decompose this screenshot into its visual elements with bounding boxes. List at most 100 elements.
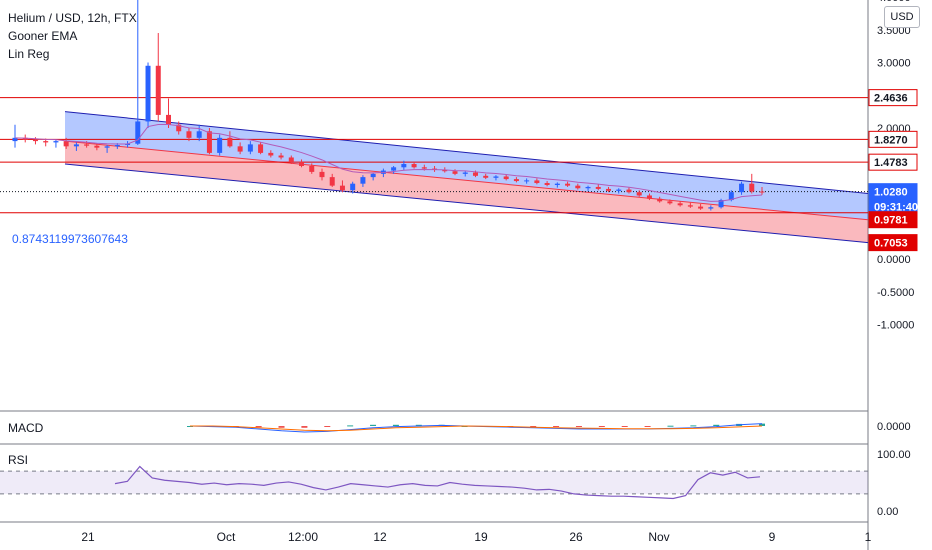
- candle-body: [73, 144, 79, 147]
- macd-histogram-bar: [347, 425, 354, 427]
- price-tag: [868, 211, 918, 229]
- candle-body: [258, 144, 264, 153]
- price-tag-label: 0.9781: [874, 215, 908, 227]
- price-tag-label: 0.7053: [874, 238, 908, 250]
- macd-histogram-bar: [324, 426, 331, 427]
- candle-body: [503, 176, 509, 180]
- candle-body: [462, 172, 468, 174]
- indicator-gooner-ema[interactable]: Gooner EMA: [8, 29, 78, 43]
- candle-body: [12, 137, 18, 142]
- time-tick-label: 12:00: [288, 530, 318, 544]
- candle-body: [206, 131, 212, 153]
- candle-body: [687, 205, 693, 207]
- candle-body: [22, 137, 28, 140]
- price-tick-label: 3.0000: [877, 58, 911, 70]
- channel-lower-fill: [65, 141, 868, 243]
- candle-body: [299, 162, 305, 166]
- candle-body: [135, 121, 141, 144]
- time-tick-label: 1: [865, 530, 872, 544]
- macd-histogram-bar: [255, 426, 262, 428]
- candle-body: [513, 179, 519, 182]
- time-tick-label: 19: [474, 530, 488, 544]
- price-tag-label: 2.4636: [874, 93, 908, 105]
- candle-body: [534, 180, 540, 184]
- time-tick-label: 26: [569, 530, 583, 544]
- macd-tick-label: 0.0000: [877, 421, 911, 433]
- time-tick-label: 12: [373, 530, 387, 544]
- candle-body: [401, 164, 407, 168]
- time-tick-label: Oct: [217, 530, 236, 544]
- price-tick-label: -1.0000: [877, 320, 914, 332]
- rsi-band: [0, 471, 868, 494]
- macd-histogram-bar: [392, 424, 399, 426]
- price-tag: [868, 89, 918, 107]
- candle-body: [544, 183, 550, 185]
- indicator-lin-reg[interactable]: Lin Reg: [8, 47, 50, 61]
- ema-line: [14, 123, 763, 202]
- candle-body: [391, 167, 397, 171]
- candle-body: [104, 146, 110, 148]
- rsi-tick-label: 0.00: [877, 506, 898, 518]
- candle-body: [196, 131, 202, 138]
- macd-histogram-bar: [621, 426, 628, 427]
- symbol-title: Helium / USD, 12h, FTX: [8, 11, 137, 25]
- candle-body: [646, 195, 652, 199]
- macd-signal-line: [190, 425, 763, 432]
- candle-body: [278, 155, 284, 158]
- candle-body: [268, 152, 274, 156]
- rsi-line: [114, 465, 761, 500]
- currency-button[interactable]: USD: [884, 6, 920, 28]
- macd-histogram-bar: [598, 426, 605, 427]
- candle-body: [370, 173, 376, 178]
- candle-body: [165, 114, 171, 125]
- macd-histogram-bar: [644, 426, 651, 427]
- candle-body: [421, 167, 427, 169]
- macd-histogram-bar: [415, 424, 422, 426]
- macd-pane-label: MACD: [8, 421, 44, 435]
- candle-body: [227, 137, 233, 147]
- candle-body: [237, 146, 243, 152]
- price-tick-label: -0.5000: [877, 287, 914, 299]
- time-tick-label: 9: [769, 530, 776, 544]
- candle-body: [636, 192, 642, 196]
- candle-body: [493, 176, 499, 178]
- chart-legend: Helium / USD, 12h, FTX Gooner EMA Lin Re…: [8, 9, 137, 63]
- candle-body: [657, 198, 663, 202]
- macd-histogram-bar: [759, 423, 765, 426]
- price-tick-label: 4.0000: [877, 0, 911, 4]
- macd-histogram-bar: [575, 426, 582, 427]
- candle-body: [247, 144, 253, 152]
- channel-mid-line: [64, 140, 869, 221]
- candle-body: [749, 183, 755, 192]
- candle-body: [442, 169, 448, 172]
- candle-body: [53, 141, 59, 143]
- candle-body: [452, 171, 458, 174]
- candle-body: [84, 144, 90, 146]
- price-tag-label: 1.8270: [874, 134, 908, 146]
- candle-body: [585, 186, 591, 189]
- candle-body: [114, 145, 120, 147]
- macd-histogram-bar: [667, 425, 674, 427]
- candle-body: [186, 131, 192, 138]
- macd-histogram-bar: [301, 426, 308, 428]
- price-tag: [868, 153, 918, 171]
- linreg-value-label: 0.8743119973607643: [12, 232, 128, 246]
- candle-body: [309, 165, 315, 172]
- macd-histogram-bar: [690, 425, 697, 427]
- price-tag-label: 1.0280: [874, 187, 908, 199]
- candle-body: [677, 203, 683, 206]
- macd-histogram-bar: [278, 426, 285, 428]
- candle-body: [595, 186, 601, 189]
- candle-body: [667, 201, 673, 204]
- candle-body: [319, 171, 325, 178]
- channel-upper-fill: [65, 111, 868, 220]
- candle-body: [606, 188, 612, 191]
- price-tick-label: 0.0000: [877, 254, 911, 266]
- macd-histogram-bar: [530, 426, 537, 427]
- candle-body: [32, 139, 38, 142]
- candle-body: [483, 175, 489, 178]
- candle-body: [626, 189, 632, 193]
- candle-body: [288, 157, 294, 163]
